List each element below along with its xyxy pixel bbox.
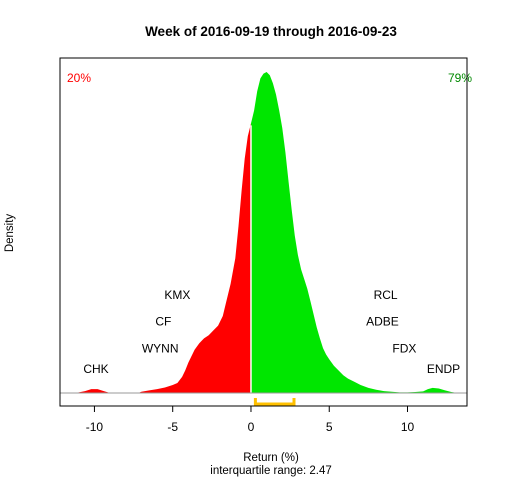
stock-label: ENDP bbox=[427, 362, 460, 376]
stock-label: RCL bbox=[374, 288, 398, 302]
plot-area: -10 -5 0 5 10 CHK KMX CF WYNN RCL ADBE FDX ENDP bbox=[59, 57, 468, 434]
stock-label: WYNN bbox=[142, 341, 179, 355]
x-axis-label: Return (%) bbox=[243, 452, 299, 464]
stock-label: CF bbox=[155, 315, 171, 329]
stock-label: KMX bbox=[164, 288, 190, 302]
x-tick-label: 5 bbox=[326, 420, 333, 434]
stock-label: CHK bbox=[83, 362, 108, 376]
x-tick-label: 10 bbox=[401, 420, 415, 434]
negative-percent-label: 20% bbox=[67, 71, 91, 85]
x-tick-label: -5 bbox=[167, 420, 178, 434]
negative-return-area bbox=[75, 123, 251, 394]
x-tick-label: 0 bbox=[248, 420, 255, 434]
positive-return-area bbox=[251, 72, 458, 393]
stock-label: ADBE bbox=[366, 315, 399, 329]
y-axis-label: Density bbox=[4, 214, 16, 253]
stock-label: FDX bbox=[392, 341, 416, 355]
x-tick-label: -10 bbox=[86, 420, 104, 434]
plot-frame bbox=[59, 57, 468, 407]
chart-title: Week of 2016-09-19 through 2016-09-23 bbox=[145, 24, 397, 39]
positive-percent-label: 79% bbox=[448, 71, 472, 85]
iqr-bracket bbox=[253, 398, 296, 406]
iqr-subtitle: interquartile range: 2.47 bbox=[210, 465, 331, 477]
